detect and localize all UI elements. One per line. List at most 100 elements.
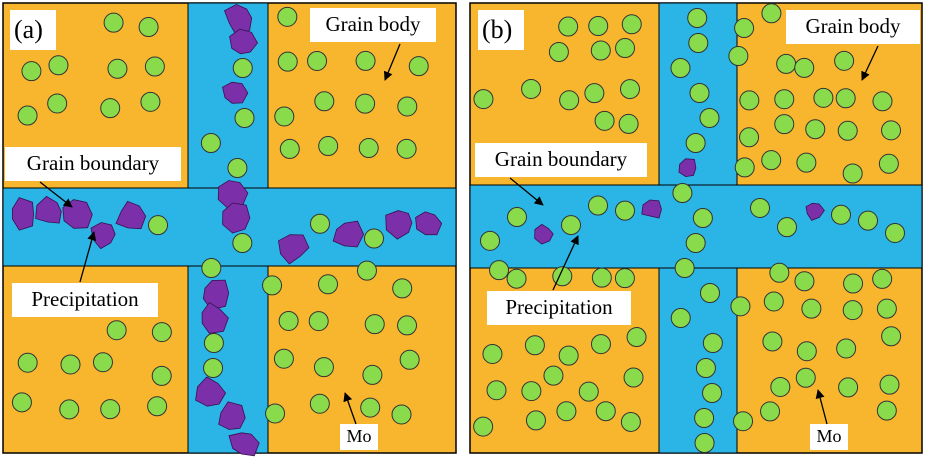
mo-particle [147, 396, 168, 417]
mo-particle [392, 278, 413, 299]
mo-particle [364, 314, 385, 335]
mo-particle [685, 133, 706, 153]
arrow [815, 389, 828, 425]
mo-particle [872, 91, 893, 112]
precipitate [201, 301, 229, 334]
mo-particle [688, 33, 709, 53]
mo-particle [801, 298, 822, 319]
mo-particle [584, 83, 605, 104]
precipitate [35, 195, 62, 224]
mo-particle [356, 260, 377, 281]
mo-particle [60, 354, 81, 375]
precipitate [222, 202, 251, 234]
mo-particle [614, 268, 635, 289]
mo-particle [525, 410, 546, 431]
mo-particle [355, 93, 376, 114]
panel-label: (b) [482, 15, 512, 44]
precipitate [805, 202, 825, 221]
mo-particle [308, 311, 329, 332]
mo-particle [203, 358, 224, 378]
mo-particle [138, 17, 159, 38]
mo-particle [307, 50, 328, 71]
mo-particle [733, 411, 754, 432]
mo-particle [876, 298, 897, 319]
mo-particle [615, 200, 635, 221]
mo-particle [734, 18, 755, 39]
precipitate [278, 234, 310, 265]
precipitate [534, 223, 554, 245]
label-box [310, 8, 436, 42]
mo-particle [521, 78, 542, 99]
precipitate [415, 211, 443, 236]
mo-particle [796, 341, 817, 362]
mo-particle [358, 138, 379, 159]
mo-particle [151, 365, 172, 386]
mo-particle [687, 8, 708, 28]
mo-particle [739, 127, 760, 148]
mo-particle [227, 158, 248, 178]
mo-particle [702, 383, 723, 403]
mo-particle [107, 58, 128, 79]
mo-particle [670, 58, 691, 78]
mo-particle [274, 106, 295, 127]
mo-particle [278, 310, 299, 331]
mo-particle [17, 105, 38, 126]
label-box [478, 10, 524, 50]
mo-particle [591, 267, 612, 288]
mo-particle [200, 133, 221, 153]
mo-particle [588, 195, 608, 216]
precipitate [222, 81, 249, 104]
mo-particle [47, 93, 68, 114]
mo-particle [279, 138, 300, 159]
mo-particle [769, 262, 790, 283]
mo-particle [588, 16, 609, 37]
boundary-horizontal [469, 184, 923, 269]
mo-particle [234, 108, 255, 128]
precipitate [195, 376, 227, 407]
mo-particle [831, 204, 851, 225]
mo-particle [694, 408, 715, 428]
mo-particle [396, 138, 417, 159]
mo-particle [794, 57, 815, 78]
mo-particle [201, 258, 222, 278]
mo-particle [623, 367, 644, 388]
precipitation-label: Precipitation [31, 287, 139, 311]
mo-particle [689, 83, 710, 103]
mo-particle [524, 335, 545, 356]
mo-particle [559, 90, 580, 111]
mo-particle [777, 217, 797, 238]
mo-particle [694, 433, 715, 453]
mo-particle [594, 110, 615, 131]
mo-particle [881, 326, 902, 347]
mo-particle [620, 411, 641, 432]
mo-particle [482, 343, 503, 364]
mo-particle [878, 153, 899, 174]
mo-particle [318, 136, 339, 157]
mo-particle [100, 399, 121, 420]
precipitation-label: Precipitation [505, 295, 613, 319]
mo-particle [100, 98, 121, 119]
mo-particle [838, 377, 859, 398]
mo-particle [397, 96, 418, 117]
mo-particle [11, 392, 32, 413]
particles [11, 3, 905, 457]
mo-particle [151, 322, 172, 343]
mo-particle [730, 296, 751, 317]
mo-particle [734, 157, 755, 178]
mo-particle [521, 381, 542, 402]
mo-particle [232, 233, 253, 253]
arrow [383, 43, 401, 81]
mo-particle [842, 163, 863, 184]
precipitate [11, 197, 35, 231]
mo-particle [277, 51, 298, 72]
mo-particle [881, 120, 902, 141]
mo-particle [876, 400, 897, 421]
label-box [5, 147, 181, 181]
mo-particle [739, 90, 760, 111]
mo-label: Mo [346, 426, 371, 446]
grain-boundary-label: Grain boundary [495, 147, 628, 171]
mo-particle [310, 213, 330, 234]
mo-particle [762, 331, 783, 352]
precipitate [385, 210, 413, 240]
